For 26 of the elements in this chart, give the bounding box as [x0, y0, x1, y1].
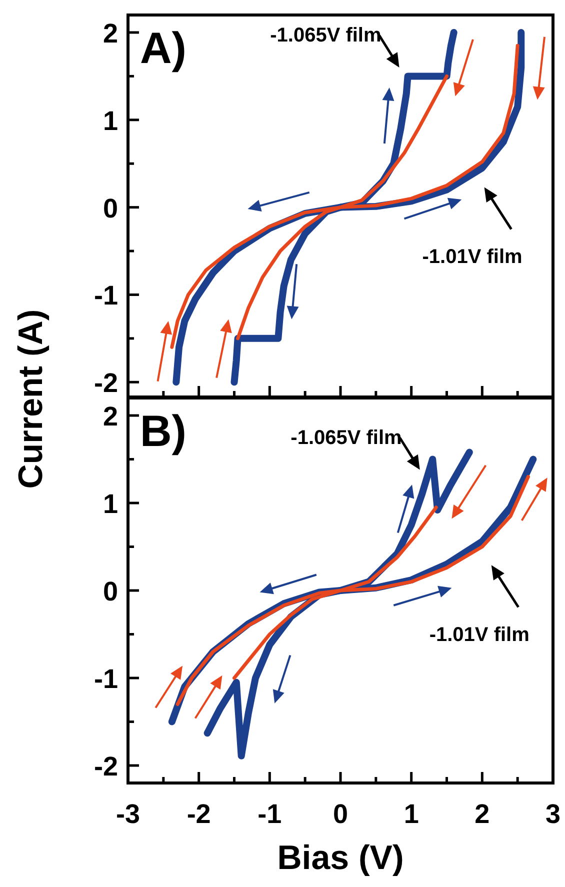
y-tick-label: -1	[94, 664, 118, 694]
y-tick-label: -1	[94, 280, 118, 311]
x-tick-label: 2	[474, 799, 490, 829]
annotation: -1.065V film	[270, 24, 382, 46]
y-tick-label: 2	[102, 402, 118, 432]
y-tick-label: 2	[102, 18, 118, 48]
x-tick-label: 0	[332, 799, 348, 829]
x-tick-label: -3	[116, 799, 140, 829]
y-tick-label: 1	[102, 489, 118, 519]
x-tick-label: 1	[404, 799, 419, 829]
x-tick-label: -2	[186, 799, 211, 829]
annotation: -1.065V film	[290, 426, 402, 449]
y-axis-title: Current (A)	[12, 309, 50, 489]
annotation: B)	[140, 407, 186, 456]
annotation: A)	[140, 24, 186, 73]
annotation: -1.01V film	[422, 246, 522, 268]
y-tick-label: -2	[94, 368, 118, 398]
y-tick-label: 0	[102, 576, 118, 606]
x-axis-title: Bias (V)	[277, 839, 404, 877]
line-series	[176, 475, 530, 706]
x-tick-label: -1	[258, 799, 282, 829]
x-tick-label: 3	[545, 799, 561, 829]
annotation: -1.01V film	[429, 624, 530, 646]
y-tick-label: -2	[94, 752, 118, 782]
y-tick-label: 1	[102, 106, 118, 136]
y-tick-label: 0	[102, 193, 118, 224]
